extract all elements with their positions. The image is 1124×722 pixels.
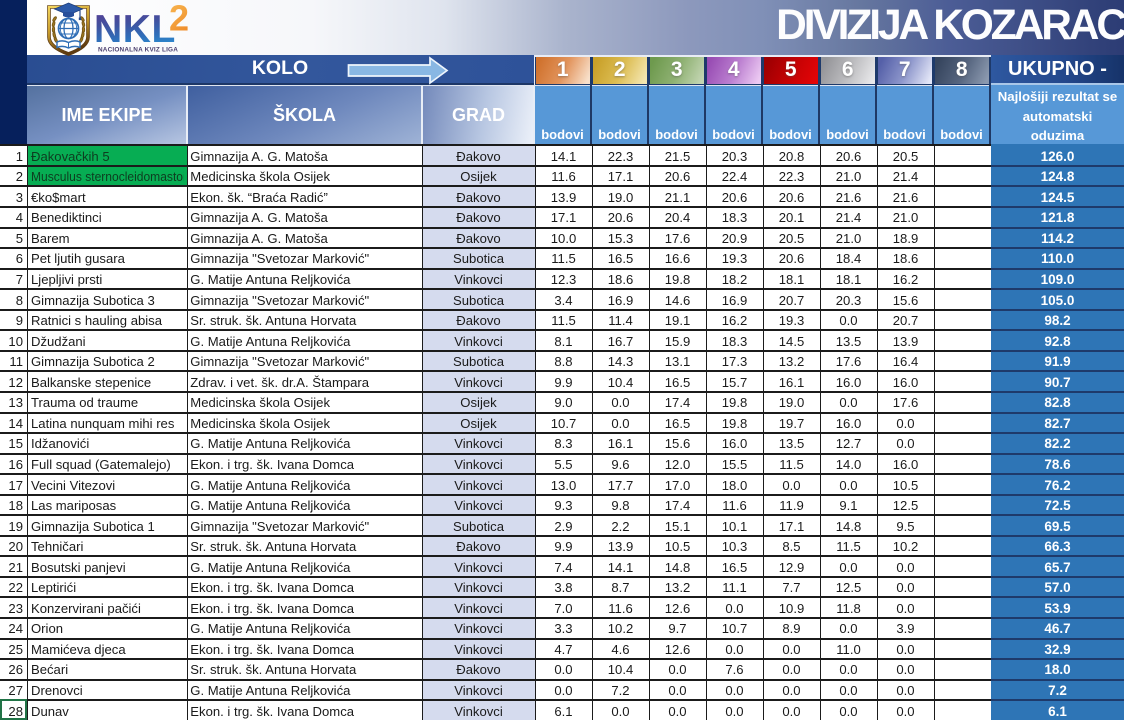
svg-text:NKL: NKL bbox=[94, 8, 176, 51]
svg-text:2: 2 bbox=[169, 1, 189, 39]
svg-text:NACIONALNA KVIZ LIGA: NACIONALNA KVIZ LIGA bbox=[98, 47, 178, 54]
